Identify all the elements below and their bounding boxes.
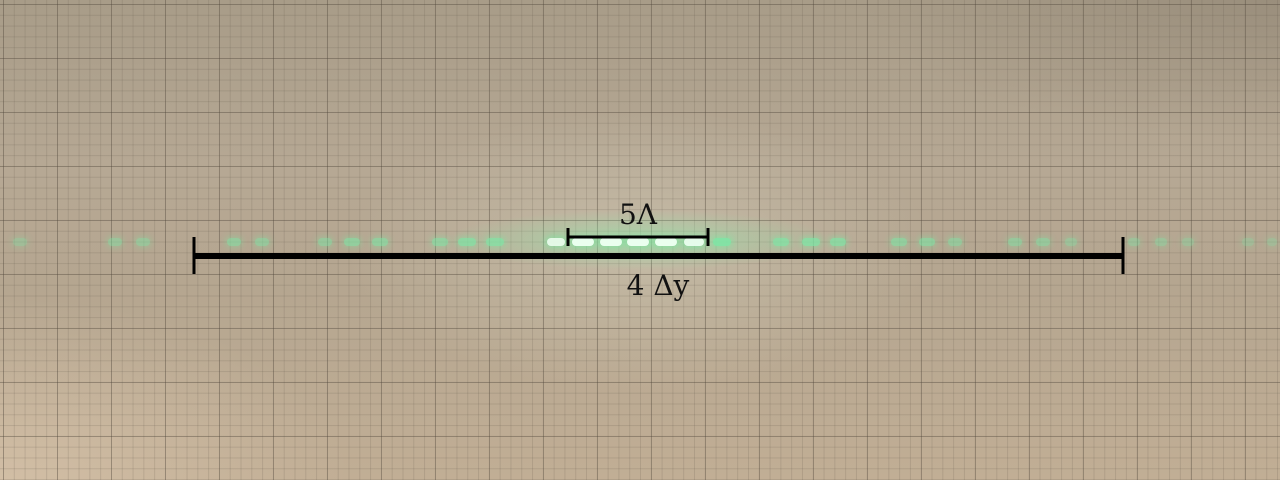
fringe-spot	[1155, 238, 1167, 246]
fringe-spot	[773, 238, 789, 246]
fringe-spot	[547, 238, 565, 246]
fringe-spot	[830, 238, 846, 246]
small-scale-bar: 5Λ	[566, 198, 710, 246]
fringe-spot	[627, 238, 649, 246]
fringe-spot	[802, 238, 820, 246]
fringe-spot	[1008, 238, 1022, 246]
fringe-spot	[600, 238, 622, 246]
fringe-spot	[919, 238, 935, 246]
fringe-spot	[1128, 238, 1140, 246]
fringe-spot	[891, 238, 907, 246]
fringe-spot	[136, 238, 150, 246]
fringe-spot	[1182, 238, 1194, 246]
small-bar-label: 5Λ	[619, 198, 658, 231]
fringe-spot	[108, 238, 122, 246]
fringe-spot	[684, 238, 704, 246]
fringe-spot	[1065, 238, 1077, 246]
fringe-spot	[655, 238, 677, 246]
fringe-spot	[713, 238, 731, 246]
fringe-spot	[344, 238, 360, 246]
fringe-spot	[1242, 238, 1254, 246]
fringe-spot	[13, 238, 27, 246]
fringe-spot	[572, 238, 594, 246]
fringe-spot	[227, 238, 241, 246]
large-bar-label: 4 Δy	[627, 269, 690, 302]
large-scale-bar: 4 Δy	[192, 237, 1125, 302]
fringe-spot	[1267, 238, 1277, 246]
fringe-spot	[255, 238, 269, 246]
fringe-spot	[458, 238, 476, 246]
fringe-spot	[372, 238, 388, 246]
fringe-spot	[318, 238, 332, 246]
fringe-spot	[432, 238, 448, 246]
fringe-spot	[948, 238, 962, 246]
fringe-spot	[1036, 238, 1050, 246]
fringe-spot	[486, 238, 504, 246]
